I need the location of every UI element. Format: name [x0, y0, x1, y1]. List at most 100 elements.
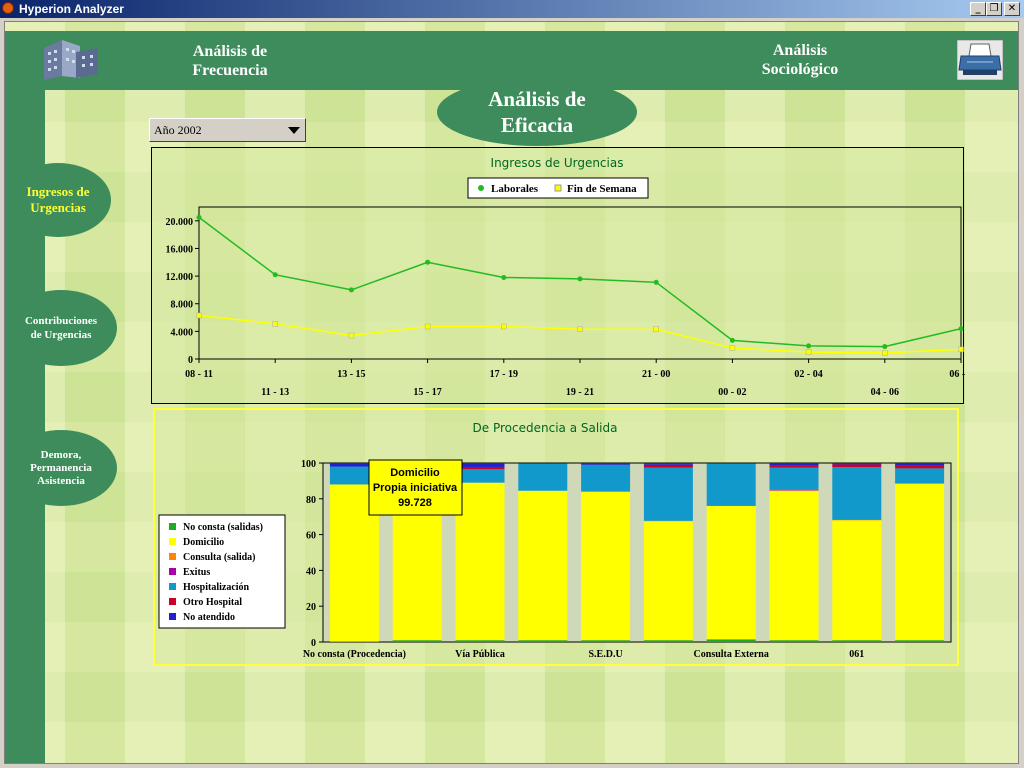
bar-segment[interactable] [832, 467, 882, 520]
tab-analisis-eficacia[interactable]: Análisis de Eficacia [437, 78, 637, 146]
bar-segment[interactable] [895, 640, 945, 642]
bar-segment[interactable] [895, 463, 945, 466]
bar-segment[interactable] [769, 640, 819, 642]
y-tick-label: 0 [311, 638, 316, 649]
legend-label: Consulta (salida) [183, 552, 256, 563]
bar-segment[interactable] [895, 483, 945, 641]
bar-segment[interactable] [643, 521, 693, 641]
bar-segment[interactable] [518, 490, 568, 641]
tooltip-line2: Propia iniciativa [373, 482, 458, 494]
restore-button[interactable]: ❐ [986, 2, 1002, 16]
x-tick-label: 17 - 19 [490, 369, 518, 380]
nav-analisis-frecuencia[interactable]: Análisis de Frecuencia [160, 42, 300, 80]
bar-segment[interactable] [455, 482, 505, 641]
bar-segment[interactable] [832, 520, 882, 641]
bar-segment[interactable] [518, 463, 568, 464]
bar-segment[interactable] [769, 489, 819, 491]
x-tick-label: S.E.D.U [589, 649, 623, 660]
y-tick-label: 60 [306, 531, 316, 542]
side-demora-permanencia[interactable]: Demora, Permanencia Asistencia [5, 430, 117, 506]
legend-laborales-label: Laborales [491, 183, 539, 195]
side-contribuciones-urgencias[interactable]: Contribuciones de Urgencias [5, 290, 117, 366]
x-tick-label: 19 - 21 [566, 387, 594, 398]
year-select[interactable]: Año 2002 [149, 118, 306, 142]
y-tick-label: 4.000 [171, 327, 194, 338]
x-tick-label: 11 - 13 [261, 387, 289, 398]
eficacia-line2: Eficacia [500, 113, 574, 137]
buildings-icon[interactable] [40, 34, 102, 82]
data-point [348, 332, 355, 339]
legend-swatch [169, 538, 176, 545]
legend-label: Exitus [183, 567, 210, 578]
data-point [196, 214, 202, 220]
bar-chart-title: De Procedencia a Salida [473, 421, 618, 435]
data-point [958, 346, 964, 353]
printer-icon[interactable] [957, 40, 1003, 80]
side-contribuciones-line2: de Urgencias [30, 329, 92, 341]
legend-label: Domicilio [183, 537, 224, 548]
line-plot-area: 0 4.000 8.000 12.000 16.000 20.000 08 - 11 11 -… [166, 206, 965, 398]
bar-segment[interactable] [455, 463, 505, 468]
bar-segment[interactable] [581, 491, 631, 641]
bar-segment[interactable] [455, 640, 505, 642]
bar-segment[interactable] [769, 465, 819, 468]
legend-swatch [169, 523, 176, 530]
nav-analisis-sociologico[interactable]: Análisis Sociológico [730, 41, 870, 79]
chevron-down-icon[interactable] [288, 127, 300, 134]
bar-segment[interactable] [518, 640, 568, 642]
bar-segment[interactable] [643, 640, 693, 642]
app-frame: Análisis de Frecuencia Análisis Sociológ… [4, 21, 1019, 764]
bar-segment[interactable] [581, 463, 631, 465]
bar-segment[interactable] [581, 464, 631, 492]
side-demora-line3: Asistencia [37, 474, 85, 487]
bar-plot-area: 0 20 40 60 80 100 No consta (Procedencia) Propi… [301, 459, 952, 660]
side-ingresos-urgencias[interactable]: Ingresos de Urgencias [5, 163, 111, 237]
bar-segment[interactable] [706, 463, 756, 464]
y-tick-label: 20 [306, 602, 316, 613]
y-tick-label: 40 [306, 566, 316, 577]
legend-swatch [169, 583, 176, 590]
bar-segment[interactable] [392, 640, 442, 642]
bar-segment[interactable] [769, 467, 819, 490]
nav-sociologico-line1: Análisis [772, 42, 828, 59]
bar-segment[interactable] [643, 463, 693, 465]
bar-segment[interactable] [895, 465, 945, 469]
bar-segment[interactable] [329, 463, 379, 467]
legend-swatch [169, 598, 176, 605]
bar-segment[interactable] [769, 463, 819, 466]
y-tick-label: 100 [301, 459, 316, 470]
side-ingresos-line1: Ingresos de [26, 184, 90, 199]
y-tick-label: 8.000 [171, 300, 194, 311]
bar-segment[interactable] [832, 463, 882, 465]
legend-label: Hospitalización [183, 582, 250, 593]
app-icon [2, 2, 14, 14]
x-tick-label: 061 [849, 649, 864, 660]
y-tick-label: 0 [188, 355, 193, 366]
bar-segment[interactable] [455, 467, 505, 470]
bar-segment[interactable] [706, 639, 756, 642]
legend-swatch [169, 553, 176, 560]
close-button[interactable]: ✕ [1004, 2, 1020, 16]
bar-segment[interactable] [643, 467, 693, 521]
legend-label: No consta (salidas) [183, 522, 263, 533]
data-point [424, 323, 431, 330]
bar-segment[interactable] [706, 505, 756, 640]
bar-segment[interactable] [832, 464, 882, 468]
bar-segment[interactable] [643, 464, 693, 468]
data-point [577, 326, 583, 333]
bar-segment[interactable] [518, 463, 568, 491]
bar-segment[interactable] [832, 640, 882, 642]
bar-segment[interactable] [895, 468, 945, 484]
bar-segment[interactable] [581, 640, 631, 642]
bar-segment[interactable] [706, 463, 756, 506]
x-tick-label: 06 - 0 [949, 369, 965, 380]
minimize-button[interactable]: _ [970, 2, 986, 16]
bar-segment[interactable] [329, 641, 379, 642]
nav-frecuencia-line2: Frecuencia [192, 62, 268, 79]
y-tick-label: 20.000 [166, 217, 194, 228]
bar-segment[interactable] [769, 490, 819, 641]
line-chart-ingresos: Ingresos de Urgencias Laborales Fin de S… [151, 147, 965, 404]
x-tick-label: 13 - 15 [337, 369, 365, 380]
bar-segment[interactable] [455, 469, 505, 483]
bar-segment[interactable] [329, 466, 379, 485]
